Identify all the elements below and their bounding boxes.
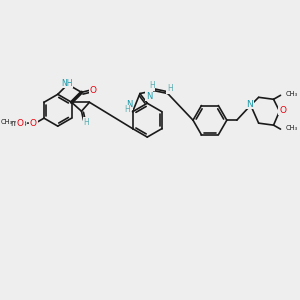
Text: methoxy: methoxy (20, 120, 26, 122)
Text: O: O (20, 121, 22, 122)
Text: O: O (279, 106, 286, 115)
Text: CH₃: CH₃ (1, 119, 13, 125)
Text: O: O (30, 119, 37, 128)
Text: methoxy: methoxy (23, 122, 30, 123)
Text: O: O (90, 86, 97, 95)
Text: N: N (146, 92, 152, 101)
Text: NH: NH (61, 79, 73, 88)
Text: N: N (127, 100, 133, 109)
Text: H: H (149, 81, 155, 90)
Text: N: N (246, 100, 253, 109)
Text: H: H (84, 118, 89, 127)
Text: O: O (17, 119, 24, 128)
Text: H: H (167, 84, 173, 93)
Text: H: H (124, 105, 130, 114)
Text: O: O (30, 119, 37, 128)
Text: meo: meo (40, 122, 43, 123)
Text: CH₃: CH₃ (286, 125, 298, 131)
Text: meo: meo (10, 119, 27, 128)
Text: CH₃: CH₃ (286, 91, 298, 97)
Text: methoxy: methoxy (23, 121, 30, 122)
